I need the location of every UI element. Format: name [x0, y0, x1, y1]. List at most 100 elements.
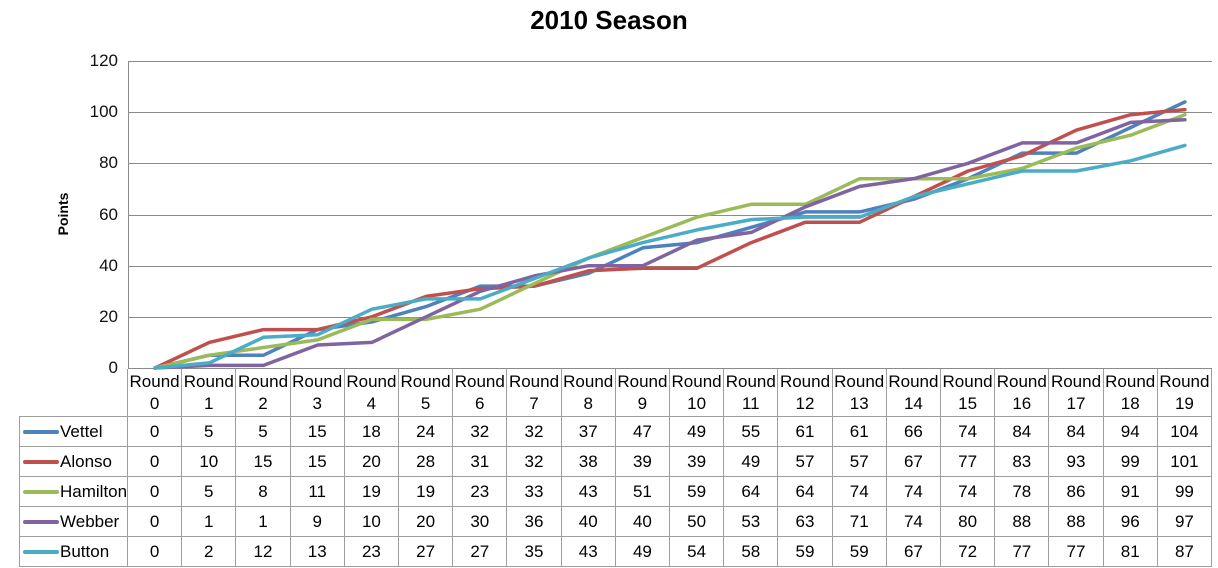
value-cell-hamilton-round-5: 19: [399, 477, 454, 507]
legend-label-button: Button: [60, 541, 110, 561]
category-word: Round: [563, 371, 614, 391]
value-cell-hamilton-round-9: 51: [615, 477, 670, 507]
legend-cell-vettel: Vettel: [19, 417, 128, 447]
value-cell-vettel-round-15: 74: [941, 417, 996, 447]
category-number: 2: [258, 393, 268, 413]
category-word: Round: [454, 371, 505, 391]
category-number: 9: [637, 393, 648, 413]
value-cell-alonso-round-18: 99: [1103, 447, 1158, 477]
category-header-4: Round 4: [344, 369, 399, 417]
value-cell-webber-round-12: 63: [778, 507, 833, 537]
series-line-hamilton: [153, 112, 1187, 370]
value-cell-button-round-19: 87: [1157, 537, 1212, 567]
category-header-6: Round 6: [453, 369, 508, 417]
plot-area: [128, 61, 1212, 370]
value-cell-vettel-round-14: 66: [886, 417, 941, 447]
value-cell-webber-round-0: 0: [128, 507, 183, 537]
value-cell-button-round-18: 81: [1103, 537, 1158, 567]
category-header-17: Round 17: [1049, 369, 1104, 417]
value-cell-vettel-round-9: 47: [615, 417, 670, 447]
value-cell-alonso-round-10: 39: [670, 447, 725, 477]
category-word: Round: [671, 371, 722, 391]
y-tick-label-60: 60: [99, 204, 118, 224]
value-cell-hamilton-round-12: 64: [778, 477, 833, 507]
value-cell-button-round-5: 27: [399, 537, 454, 567]
category-number: 6: [475, 393, 485, 413]
legend-cell-button: Button: [19, 537, 128, 567]
category-header-13: Round 13: [832, 369, 887, 417]
category-header-15: Round 15: [941, 369, 996, 417]
category-number: 13: [849, 393, 869, 413]
value-cell-hamilton-round-1: 5: [182, 477, 237, 507]
value-cell-hamilton-round-18: 91: [1103, 477, 1158, 507]
legend-label-hamilton: Hamilton: [60, 481, 128, 501]
data-table: Round 0 Round 1 Round 2 Round 3 Round 4 Round 5 Roun…: [19, 369, 1212, 567]
value-cell-button-round-3: 13: [290, 537, 345, 567]
value-cell-vettel-round-6: 32: [453, 417, 508, 447]
value-cell-alonso-round-11: 49: [724, 447, 779, 477]
y-tick-label-40: 40: [99, 255, 118, 275]
value-cell-hamilton-round-6: 23: [453, 477, 508, 507]
value-cell-vettel-round-10: 49: [670, 417, 725, 447]
value-cell-vettel-round-4: 18: [344, 417, 399, 447]
category-word: Round: [779, 371, 831, 391]
value-cell-alonso-round-3: 15: [290, 447, 345, 477]
category-number: 17: [1066, 393, 1086, 413]
category-number: 10: [687, 393, 707, 413]
category-word: Round: [1050, 371, 1102, 391]
category-word: Round: [1105, 371, 1156, 391]
value-cell-hamilton-round-4: 19: [344, 477, 399, 507]
value-cell-webber-round-7: 36: [507, 507, 562, 537]
value-cell-button-round-17: 77: [1049, 537, 1104, 567]
category-number: 18: [1120, 393, 1140, 413]
category-header-1: Round 1: [182, 369, 237, 417]
legend-cell-hamilton: Hamilton: [19, 477, 128, 507]
value-cell-hamilton-round-0: 0: [128, 477, 183, 507]
category-header-12: Round 12: [778, 369, 833, 417]
value-cell-hamilton-round-3: 11: [290, 477, 345, 507]
value-cell-alonso-round-6: 31: [453, 447, 508, 477]
value-cell-hamilton-round-19: 99: [1157, 477, 1212, 507]
category-header-5: Round 5: [399, 369, 454, 417]
value-cell-alonso-round-1: 10: [182, 447, 237, 477]
value-cell-alonso-round-8: 38: [561, 447, 616, 477]
category-header-19: Round 19: [1157, 369, 1212, 417]
value-cell-vettel-round-7: 32: [507, 417, 562, 447]
value-cell-alonso-round-16: 83: [995, 447, 1050, 477]
value-cell-webber-round-4: 10: [344, 507, 399, 537]
value-cell-webber-round-1: 1: [182, 507, 237, 537]
category-number: 19: [1174, 393, 1194, 413]
value-cell-alonso-round-0: 0: [128, 447, 183, 477]
legend-swatch-vettel: [23, 429, 59, 434]
value-cell-webber-round-14: 74: [886, 507, 941, 537]
category-number: 8: [583, 393, 593, 413]
value-cell-button-round-1: 2: [182, 537, 237, 567]
value-cell-button-round-13: 59: [832, 537, 887, 567]
value-cell-hamilton-round-13: 74: [832, 477, 887, 507]
value-cell-webber-round-10: 50: [670, 507, 725, 537]
category-word: Round: [346, 371, 397, 391]
value-cell-vettel-round-19: 104: [1157, 417, 1212, 447]
value-cell-vettel-round-1: 5: [182, 417, 237, 447]
value-cell-webber-round-17: 88: [1049, 507, 1104, 537]
value-cell-webber-round-18: 96: [1103, 507, 1158, 537]
value-cell-button-round-0: 0: [128, 537, 183, 567]
y-tick-label-80: 80: [99, 153, 118, 173]
category-number: 15: [958, 393, 978, 413]
category-header-2: Round 2: [236, 369, 291, 417]
value-cell-alonso-round-5: 28: [399, 447, 454, 477]
value-cell-vettel-round-3: 15: [290, 417, 345, 447]
category-header-3: Round 3: [290, 369, 345, 417]
category-word: Round: [129, 371, 180, 391]
category-header-8: Round 8: [561, 369, 616, 417]
category-number: 14: [903, 393, 923, 413]
category-word: Round: [183, 371, 234, 391]
value-cell-hamilton-round-15: 74: [941, 477, 996, 507]
category-number: 0: [149, 393, 160, 413]
category-word: Round: [725, 371, 776, 391]
value-cell-button-round-11: 58: [724, 537, 779, 567]
value-cell-alonso-round-14: 67: [886, 447, 941, 477]
value-cell-button-round-12: 59: [778, 537, 833, 567]
value-cell-alonso-round-2: 15: [236, 447, 291, 477]
